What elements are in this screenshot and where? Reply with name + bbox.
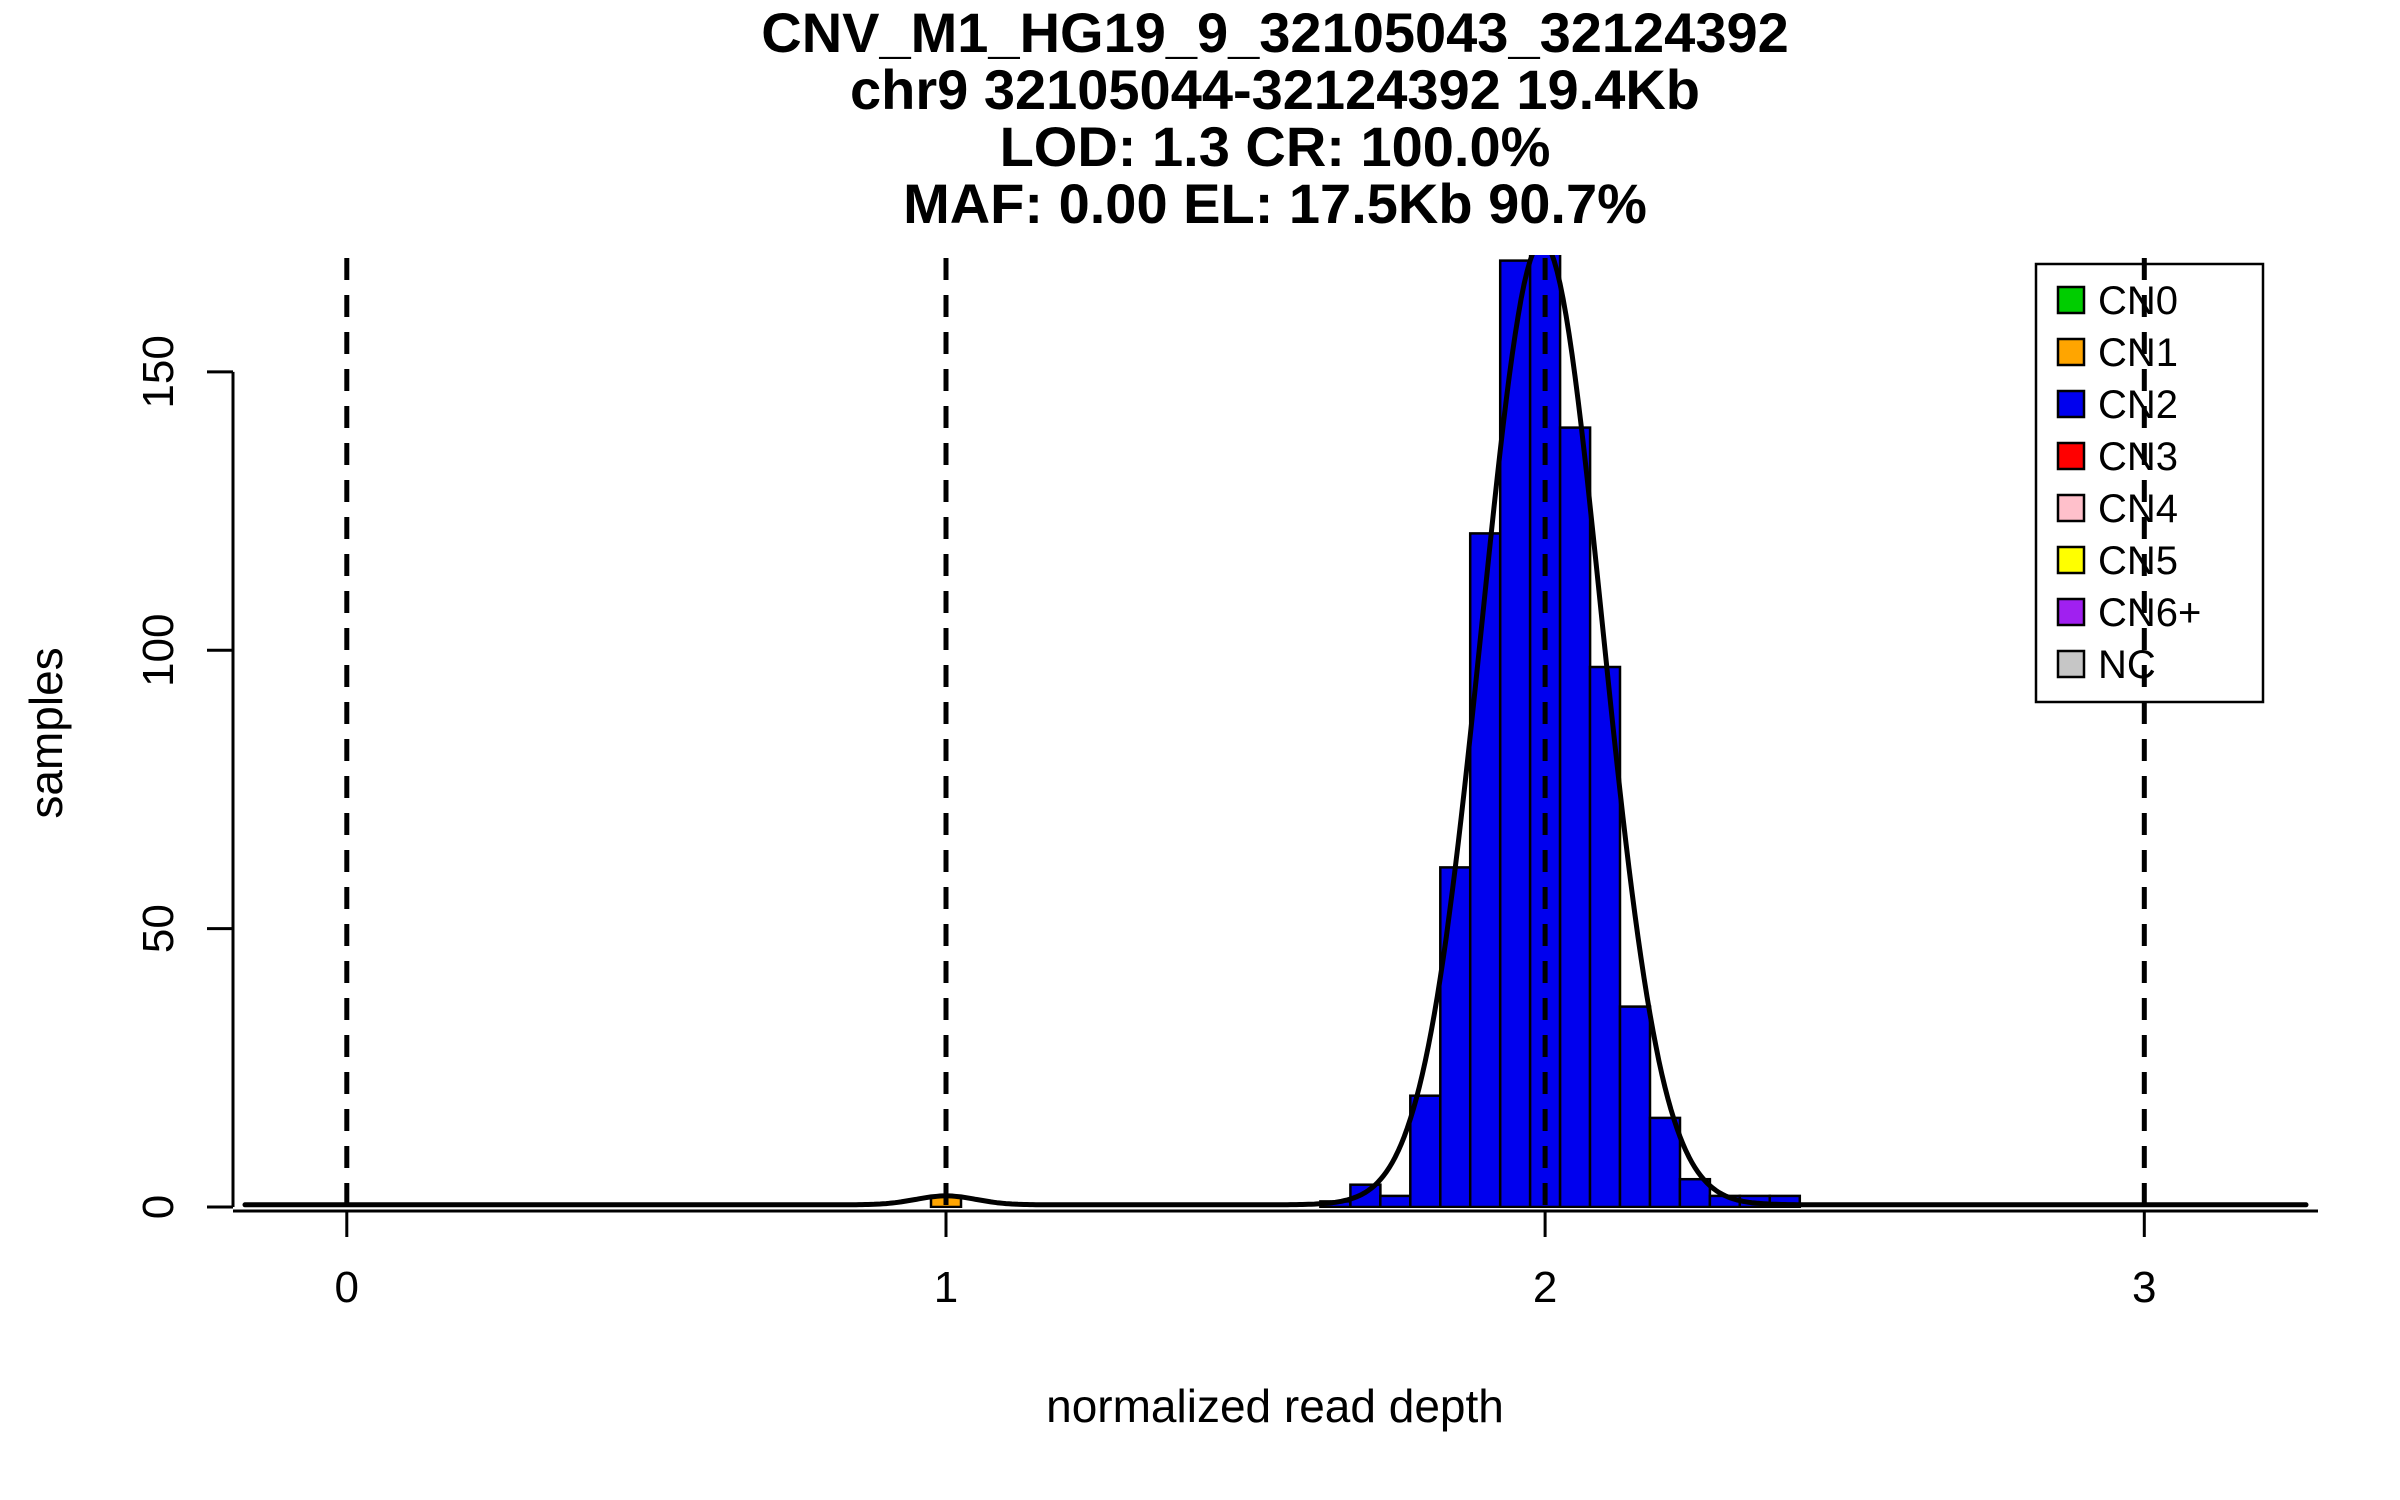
legend-label-cn2: CN2	[2098, 383, 2178, 427]
chart-title-line-1: CNV_M1_HG19_9_32105043_32124392	[761, 1, 1789, 64]
y-tick-label: 0	[134, 1195, 183, 1219]
dashed-guides	[344, 258, 2147, 1211]
x-tick-label: 0	[335, 1263, 359, 1312]
y-axis-label: samples	[20, 647, 72, 818]
y-tick-label: 150	[134, 335, 183, 408]
legend-swatch-cn4	[2056, 493, 2086, 523]
histogram-bar-cn2	[1618, 1005, 1652, 1208]
legend-label-cn0: CN0	[2098, 279, 2178, 323]
legend-label-cn4: CN4	[2098, 487, 2178, 531]
y-tick-label: 100	[134, 614, 183, 687]
y-tick-label: 50	[134, 904, 183, 953]
histogram-bar-cn2	[1409, 1094, 1442, 1208]
x-axis-label: normalized read depth	[1046, 1380, 1504, 1432]
histogram-bars	[929, 255, 1802, 1208]
legend-label-nc: NC	[2098, 643, 2156, 687]
legend: CN0 CN1 CN2 CN3 CN4 CN5 CN6+ NC	[2034, 262, 2265, 704]
x-tick-label: 2	[1533, 1263, 1557, 1312]
legend-swatch-cn5	[2056, 545, 2086, 575]
legend-swatch-cn3	[2056, 441, 2086, 471]
histogram-bar-cn2	[1468, 532, 1502, 1208]
legend-box	[2034, 262, 2265, 704]
axes: 0 1 2 3 0 50 100 150	[134, 335, 2318, 1312]
legend-swatch-cn2	[2056, 389, 2086, 419]
legend-label-cn6plus: CN6+	[2098, 591, 2201, 635]
histogram-bar-cn2	[1379, 1194, 1412, 1208]
chart-title-line-2: chr9 32105044-32124392 19.4Kb	[850, 58, 1700, 121]
chart-title-line-3: LOD: 1.3 CR: 100.0%	[1000, 115, 1551, 178]
legend-label-cn5: CN5	[2098, 539, 2178, 583]
x-tick-label: 1	[934, 1263, 958, 1312]
histogram-bar-cn2	[1439, 866, 1472, 1208]
density-curve-line	[242, 255, 2309, 1208]
legend-swatch-cn0	[2056, 285, 2086, 315]
x-tick-label: 3	[2132, 1263, 2156, 1312]
legend-label-cn3: CN3	[2098, 435, 2178, 479]
histogram-bar-cn2	[1678, 1177, 1712, 1208]
legend-swatch-nc	[2056, 649, 2086, 679]
histogram-bar-cn2	[1648, 1116, 1682, 1208]
histogram-bar-cn2	[1558, 426, 1592, 1208]
density-curve	[242, 255, 2309, 1208]
chart-title-line-4: MAF: 0.00 EL: 17.5Kb 90.7%	[903, 172, 1647, 235]
legend-swatch-cn6plus	[2056, 597, 2086, 627]
legend-swatch-cn1	[2056, 337, 2086, 367]
legend-label-cn1: CN1	[2098, 331, 2178, 375]
